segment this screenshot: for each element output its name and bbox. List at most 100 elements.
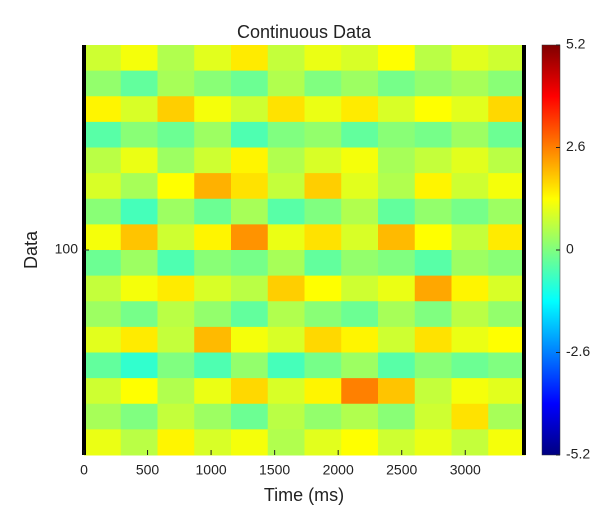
heatmap-cell <box>414 173 452 200</box>
heatmap-cell <box>267 224 305 251</box>
heatmap-cell <box>414 250 452 277</box>
heatmap-cell <box>488 96 526 123</box>
heatmap-cell <box>304 121 342 148</box>
heatmap-cell <box>378 121 416 148</box>
heatmap-cell <box>120 173 158 200</box>
heatmap-cell <box>451 429 489 456</box>
heatmap-cell <box>120 70 158 97</box>
heatmap-cell <box>231 224 269 251</box>
heatmap-cell <box>378 429 416 456</box>
heatmap-cell <box>304 326 342 353</box>
heatmap-cell <box>451 198 489 225</box>
heatmap-cell <box>157 403 195 430</box>
heatmap-cell <box>231 275 269 302</box>
heatmap-cell <box>304 147 342 174</box>
heatmap-cell <box>451 121 489 148</box>
heatmap-cell <box>488 198 526 225</box>
heatmap-cell <box>304 403 342 430</box>
heatmap-cell <box>84 198 122 225</box>
heatmap-cell <box>267 70 305 97</box>
heatmap-cell <box>378 224 416 251</box>
colorbar-tick-label: -5.2 <box>566 446 590 462</box>
heatmap-cell <box>488 70 526 97</box>
heatmap-cell <box>414 121 452 148</box>
heatmap-cell <box>157 45 195 72</box>
y-tick-label: 100 <box>55 241 79 257</box>
heatmap-cell <box>194 198 232 225</box>
heatmap-cell <box>267 429 305 456</box>
heatmap-cell <box>194 403 232 430</box>
heatmap-cell <box>488 224 526 251</box>
heatmap-cell <box>120 198 158 225</box>
heatmap-cell <box>120 147 158 174</box>
chart-title: Continuous Data <box>237 22 372 42</box>
heatmap-cell <box>120 301 158 328</box>
heatmap-cell <box>378 250 416 277</box>
heatmap-cell <box>304 301 342 328</box>
heatmap-cell <box>194 326 232 353</box>
heatmap-cell <box>267 403 305 430</box>
heatmap-cell <box>231 70 269 97</box>
heatmap-cell <box>451 250 489 277</box>
heatmap-cell <box>451 275 489 302</box>
x-tick-label: 2500 <box>386 462 417 478</box>
heatmap-cell <box>267 173 305 200</box>
heatmap-cell <box>341 250 379 277</box>
heatmap-cell <box>194 121 232 148</box>
heatmap-cell <box>341 403 379 430</box>
heatmap-cell <box>231 301 269 328</box>
heatmap-cell <box>378 198 416 225</box>
heatmap-cell <box>451 352 489 379</box>
heatmap-cell <box>157 275 195 302</box>
heatmap-cell <box>488 429 526 456</box>
heatmap-cell <box>451 45 489 72</box>
heatmap-cell <box>341 173 379 200</box>
heatmap-cell <box>231 326 269 353</box>
heatmap-cell <box>84 250 122 277</box>
heatmap-cell <box>84 147 122 174</box>
heatmap-cell <box>414 352 452 379</box>
heatmap-cell <box>488 326 526 353</box>
heatmap-cell <box>414 147 452 174</box>
heatmap-cell <box>157 378 195 405</box>
heatmap-cell <box>488 403 526 430</box>
heatmap-cell <box>304 352 342 379</box>
heatmap-cell <box>341 224 379 251</box>
heatmap-cell <box>304 70 342 97</box>
heatmap-cell <box>414 378 452 405</box>
heatmap-cell <box>231 121 269 148</box>
heatmap-cell <box>378 301 416 328</box>
heatmap-cell <box>488 173 526 200</box>
heatmap-cell <box>304 250 342 277</box>
heatmap-cell <box>84 121 122 148</box>
heatmap-cell <box>267 326 305 353</box>
heatmap-cell <box>414 224 452 251</box>
heatmap-cell <box>378 173 416 200</box>
heatmap-cell <box>231 250 269 277</box>
heatmap-cell <box>341 147 379 174</box>
heatmap-cell <box>341 352 379 379</box>
heatmap-cell <box>304 96 342 123</box>
heatmap-cell <box>451 403 489 430</box>
heatmap-cell <box>157 96 195 123</box>
heatmap-cell <box>231 173 269 200</box>
heatmap-cell <box>414 70 452 97</box>
heatmap-cell <box>451 326 489 353</box>
heatmap-cell <box>378 147 416 174</box>
heatmap-cell <box>414 429 452 456</box>
heatmap-cell <box>120 224 158 251</box>
heatmap-cell <box>84 378 122 405</box>
colorbar-tick-label: 5.2 <box>566 36 586 52</box>
heatmap-cell <box>194 378 232 405</box>
heatmap-cell <box>341 275 379 302</box>
heatmap-cell <box>451 301 489 328</box>
heatmap-cell <box>194 224 232 251</box>
heatmap-cell <box>414 301 452 328</box>
heatmap-cell <box>341 378 379 405</box>
heatmap-cell <box>120 96 158 123</box>
heatmap-cell <box>304 45 342 72</box>
heatmap-cell <box>84 301 122 328</box>
heatmap-cell <box>267 352 305 379</box>
x-tick-label: 500 <box>136 462 160 478</box>
